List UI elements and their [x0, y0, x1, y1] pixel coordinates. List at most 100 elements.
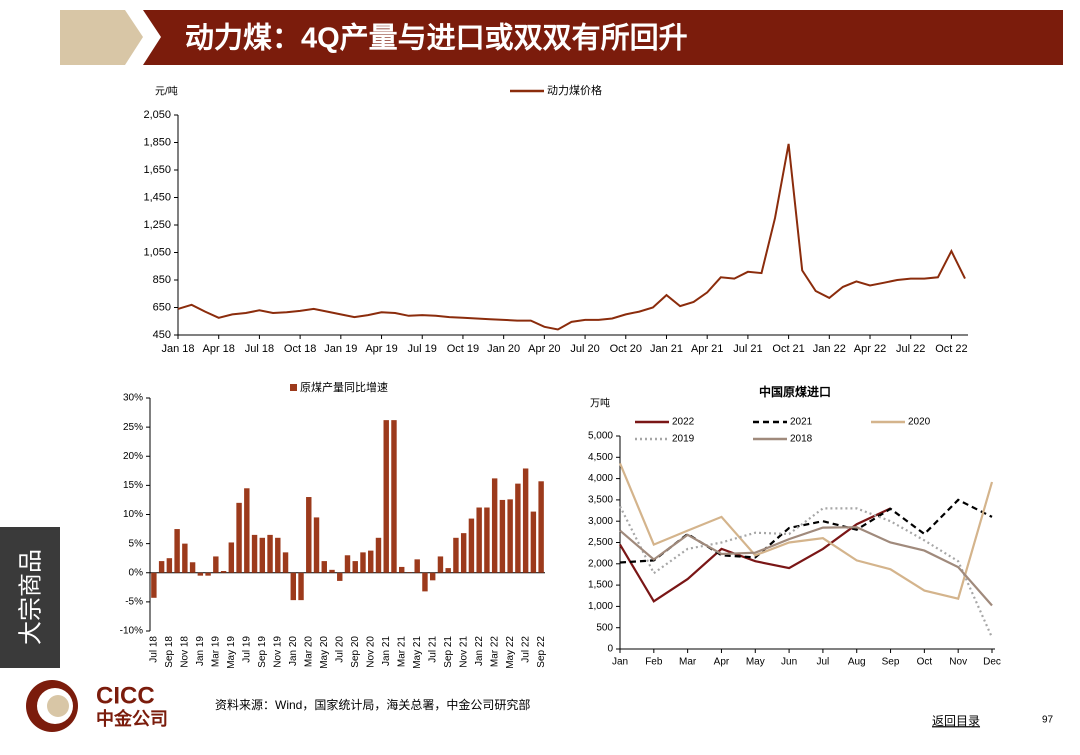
bar	[244, 488, 250, 573]
y-tick-label: 5,000	[588, 431, 613, 442]
y-tick-label: 1,250	[143, 219, 171, 231]
x-tick-label: Jan 21	[650, 343, 683, 355]
bar	[476, 507, 482, 573]
x-tick-label: Jul 20	[570, 343, 599, 355]
bar	[399, 566, 405, 573]
bar	[530, 511, 537, 573]
x-tick-label: Sep 21	[443, 636, 454, 668]
y-tick-label: 1,850	[143, 136, 171, 148]
x-tick-label: Dec	[983, 657, 1001, 668]
bar	[368, 550, 374, 573]
toc-link[interactable]: 返回目录	[932, 714, 980, 728]
bar	[383, 420, 389, 573]
x-tick-label: Jun	[781, 657, 797, 668]
bar	[282, 552, 289, 573]
x-tick-label: Apr 19	[365, 343, 397, 355]
bar	[174, 529, 180, 573]
x-tick-label: Jan 21	[381, 636, 392, 666]
bar	[522, 468, 529, 573]
y-tick-label: 1,050	[143, 246, 171, 258]
x-tick-label: Jul 22	[520, 636, 531, 663]
bar	[236, 502, 242, 573]
bar	[321, 561, 327, 573]
bar	[352, 561, 358, 573]
chart-title: 中国原煤进口	[759, 384, 831, 399]
bar	[360, 552, 366, 573]
bar	[337, 572, 343, 581]
bar	[445, 568, 451, 573]
data-line	[619, 498, 993, 564]
x-tick-label: Apr 21	[691, 343, 723, 355]
y-tick-label: 1,000	[588, 601, 613, 612]
bar	[228, 542, 235, 573]
logo-text-cn: 中金公司	[96, 708, 168, 729]
bar	[290, 572, 296, 601]
x-tick-label: Jul 22	[896, 343, 925, 355]
x-tick-label: Jul 19	[408, 343, 437, 355]
x-tick-label: Jul 19	[241, 636, 252, 663]
x-tick-label: Sep	[882, 657, 900, 668]
bar	[313, 517, 320, 573]
bar	[422, 572, 428, 592]
y-tick-label: 650	[153, 301, 171, 313]
logo-text: CICC	[96, 682, 155, 709]
y-axis-label: 万吨	[590, 397, 610, 410]
legend-label: 2021	[790, 417, 813, 428]
slide-title: 动力煤：4Q产量与进口或双双有所回升	[185, 22, 688, 55]
x-tick-label: Jan 19	[195, 636, 206, 666]
x-tick-label: Feb	[645, 657, 663, 668]
x-tick-label: Sep 20	[350, 636, 361, 668]
x-tick-label: Oct 19	[447, 343, 479, 355]
y-tick-label: -5%	[125, 597, 143, 608]
bar	[306, 497, 312, 573]
logo-core	[47, 695, 69, 717]
y-tick-label: 2,000	[588, 558, 613, 569]
legend-label: 2022	[672, 417, 695, 428]
x-tick-label: Oct 18	[284, 343, 316, 355]
x-tick-label: Jan 20	[487, 343, 520, 355]
bar	[538, 481, 544, 573]
bar	[275, 537, 281, 573]
bar	[414, 559, 420, 573]
y-tick-label: 0%	[129, 567, 144, 578]
x-tick-label: Nov 19	[272, 636, 283, 668]
y-tick-label: 450	[153, 329, 171, 341]
bar	[460, 533, 467, 573]
x-tick-label: Sep 18	[164, 636, 175, 668]
x-tick-label: Sep 19	[257, 636, 268, 668]
bar	[158, 561, 165, 573]
data-line	[618, 462, 994, 601]
y-tick-label: 20%	[123, 451, 143, 462]
y-tick-label: 5%	[129, 538, 144, 549]
bar	[429, 572, 436, 581]
data-line	[619, 507, 891, 603]
x-tick-label: Jan 20	[288, 636, 299, 666]
x-tick-label: Mar 21	[396, 636, 407, 668]
bar	[484, 507, 490, 573]
legend-swatch	[290, 384, 297, 391]
y-tick-label: 10%	[123, 509, 143, 520]
y-tick-label: 2,050	[143, 109, 171, 121]
bar	[182, 543, 188, 573]
x-tick-label: Nov	[949, 657, 967, 668]
y-tick-label: 1,500	[588, 580, 613, 591]
y-tick-label: 3,000	[588, 516, 613, 527]
legend-label: 2020	[908, 417, 931, 428]
x-tick-label: Mar	[679, 657, 697, 668]
data-line	[619, 505, 994, 638]
side-tab-label: 大宗商品	[17, 549, 44, 645]
y-tick-label: 4,500	[588, 452, 613, 463]
y-tick-label: 4,000	[588, 473, 613, 484]
legend-label: 2018	[790, 434, 813, 445]
header-chevron	[60, 10, 143, 65]
bar	[468, 518, 475, 573]
x-tick-label: Jul 21	[733, 343, 762, 355]
x-tick-label: Jan 22	[474, 636, 485, 666]
y-tick-label: 30%	[123, 393, 143, 404]
x-tick-label: Mar 20	[303, 636, 314, 668]
bar	[515, 483, 521, 573]
bar	[391, 420, 397, 573]
bar	[197, 572, 204, 576]
data-line	[619, 526, 993, 607]
x-tick-label: May 19	[226, 636, 237, 669]
